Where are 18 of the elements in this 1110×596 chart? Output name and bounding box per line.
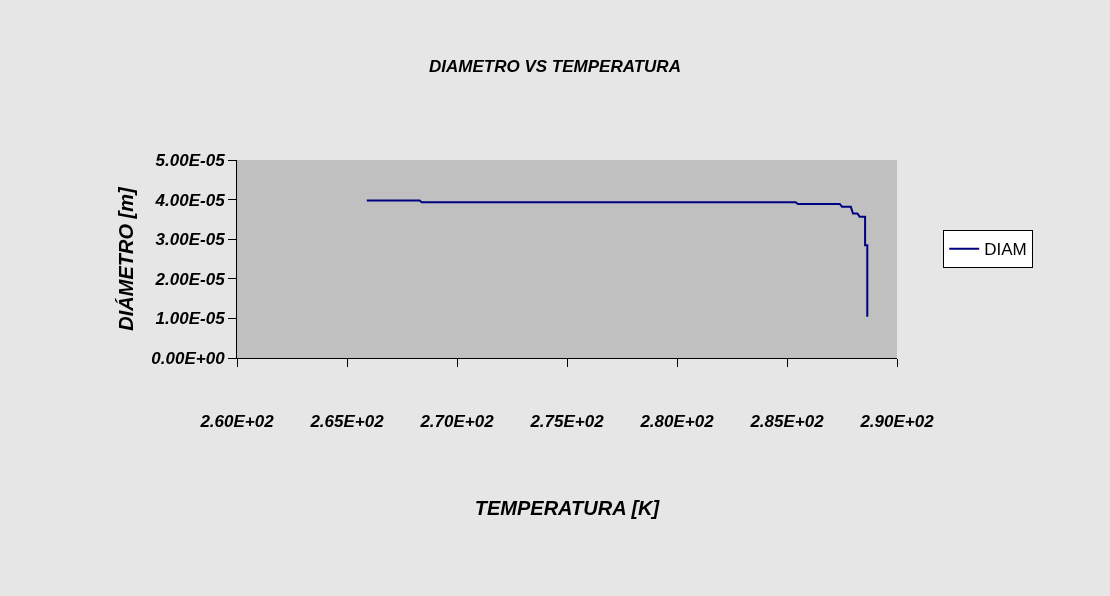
legend-label: DIAM	[984, 240, 1027, 260]
y-tick-label: 4.00E-05	[154, 190, 226, 210]
x-tick-label: 2.65E+02	[309, 412, 385, 432]
y-tick-label: 2.00E-05	[154, 269, 226, 289]
x-tick-label: 2.80E+02	[639, 412, 715, 432]
x-tick-label: 2.70E+02	[419, 412, 495, 432]
y-tick-label: 1.00E-05	[155, 309, 226, 329]
y-tick-label: 0.00E+00	[151, 348, 226, 368]
x-tick-label: 2.60E+02	[199, 412, 275, 432]
y-tick-label: 5.00E-05	[155, 150, 226, 170]
chart-title: DIAMETRO VS TEMPERATURA	[429, 56, 681, 76]
x-tick-label: 2.90E+02	[859, 412, 935, 432]
x-tick-label: 2.75E+02	[529, 412, 605, 432]
x-tick-label: 2.85E+02	[749, 412, 825, 432]
y-tick-label: 3.00E-05	[155, 230, 226, 250]
line-series	[365, 199, 869, 318]
x-axis-title: TEMPERATURA [K]	[474, 496, 661, 519]
y-axis-title: DIÁMETRO [m]	[114, 186, 137, 331]
